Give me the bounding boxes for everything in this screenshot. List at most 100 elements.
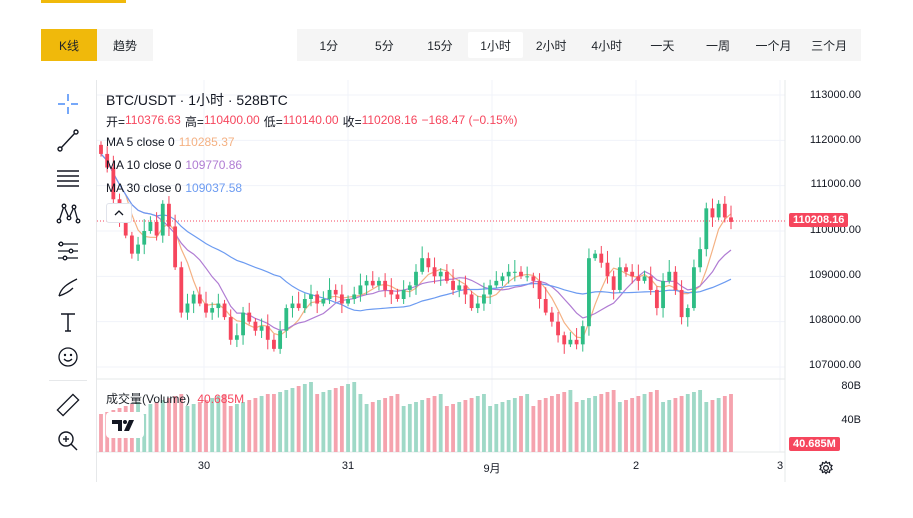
volume-bar [339, 386, 344, 452]
candle-body [630, 271, 635, 277]
volume-bar [321, 392, 326, 452]
interval-3mo[interactable]: 三个月 [811, 38, 848, 53]
candle-body [611, 276, 616, 290]
interval-2h[interactable]: 2小时 [535, 38, 567, 53]
crosshair-icon[interactable] [51, 90, 85, 118]
volume-bar [630, 398, 635, 452]
volume-bar [346, 384, 350, 452]
volume-bar [272, 394, 276, 452]
volume-bar [228, 406, 233, 452]
ma30-value: 109037.58 [185, 181, 243, 195]
candle-body [444, 271, 449, 281]
candle-body [469, 294, 474, 309]
ruler-icon[interactable] [51, 391, 85, 419]
candle-body [111, 167, 116, 200]
volume-bar [593, 396, 598, 452]
candle-body [414, 271, 418, 286]
candle-body [512, 271, 517, 273]
ma10-label: MA 10 close 0 [106, 158, 182, 172]
volume-bar [698, 390, 703, 452]
interval-1m[interactable]: 1分 [319, 38, 339, 53]
candle-body [401, 289, 406, 299]
time-tick: 2 [632, 460, 640, 472]
pattern-icon[interactable] [51, 200, 85, 228]
volume-bar [148, 404, 153, 452]
current-volume-tag: 40.685M [789, 437, 840, 451]
horizontal-lines-icon[interactable] [51, 164, 85, 192]
measure-lines-icon[interactable] [51, 237, 85, 265]
candle-body [463, 285, 468, 295]
volume-bar [426, 398, 431, 452]
price-tick: 109000.00 [809, 269, 861, 281]
candle-body [494, 280, 499, 286]
volume-bar [667, 400, 672, 452]
interval-4h[interactable]: 4小时 [591, 38, 623, 53]
collapse-legend-button[interactable] [106, 203, 132, 223]
volume-bar [259, 396, 264, 452]
price-tick: 111000.00 [810, 178, 861, 190]
time-tick: 30 [197, 460, 211, 472]
interval-1h[interactable]: 1小时 [467, 32, 524, 58]
volume-bar [315, 394, 320, 452]
interval-15m[interactable]: 15分 [427, 38, 453, 53]
volume-bar [185, 406, 190, 452]
candle-body [556, 321, 560, 336]
candle-body [185, 303, 190, 313]
candle-body [587, 258, 591, 327]
price-tick: 113000.00 [809, 89, 861, 101]
close-label: 收= [342, 115, 362, 129]
candle-body [710, 208, 715, 218]
interval-1d[interactable]: 一天 [650, 38, 675, 53]
ma10-value: 109770.86 [185, 158, 243, 172]
interval-1mo[interactable]: 一个月 [755, 38, 792, 53]
candle-body [105, 153, 110, 168]
candle-body [377, 280, 381, 286]
tab-kline[interactable]: K线 [41, 29, 97, 61]
volume-bar [722, 396, 727, 452]
view-tabs: K线 趋势 [41, 29, 153, 61]
text-icon[interactable] [51, 308, 85, 336]
settings-gear-icon[interactable] [818, 460, 834, 476]
candle-body [210, 308, 215, 313]
volume-tick: 80B [841, 380, 861, 392]
volume-bar [309, 382, 313, 452]
price-tick: 112000.00 [809, 134, 861, 146]
trend-line-icon[interactable] [51, 126, 85, 154]
candle-body [457, 285, 462, 290]
candle-body [327, 289, 332, 299]
candle-body [321, 299, 326, 304]
interval-5m[interactable]: 5分 [375, 38, 394, 53]
candle-body [204, 303, 208, 313]
interval-1w[interactable]: 一周 [705, 38, 730, 53]
volume-bar [234, 404, 239, 452]
volume-bar [482, 394, 486, 452]
candle-body [234, 335, 239, 340]
volume-bar [444, 406, 449, 452]
emoji-icon[interactable] [51, 343, 85, 371]
candle-body [599, 253, 604, 263]
volume-tick: 40B [841, 414, 861, 426]
volume-bar [395, 394, 400, 452]
volume-bar [99, 414, 103, 452]
volume-bar [389, 396, 394, 452]
top-accent-bar [41, 0, 126, 3]
close-value: 110208.16 [361, 113, 418, 127]
zoom-in-icon[interactable] [51, 427, 85, 455]
volume-bar [173, 396, 178, 452]
tab-trend[interactable]: 趋势 [97, 29, 153, 61]
candle-body [389, 289, 394, 295]
brush-icon[interactable] [51, 273, 85, 301]
volume-bar [265, 394, 270, 452]
candle-body [265, 326, 270, 340]
volume-bar [179, 394, 184, 452]
volume-bar [679, 396, 684, 452]
volume-bar [167, 398, 171, 452]
candle-body [173, 226, 178, 268]
volume-bar [451, 404, 455, 452]
candle-body [197, 294, 202, 304]
candles [99, 141, 733, 354]
volume-bar [605, 392, 610, 452]
open-value: 110376.63 [125, 113, 181, 127]
ma30-legend: MA 30 close 0 109037.58 [106, 181, 242, 195]
